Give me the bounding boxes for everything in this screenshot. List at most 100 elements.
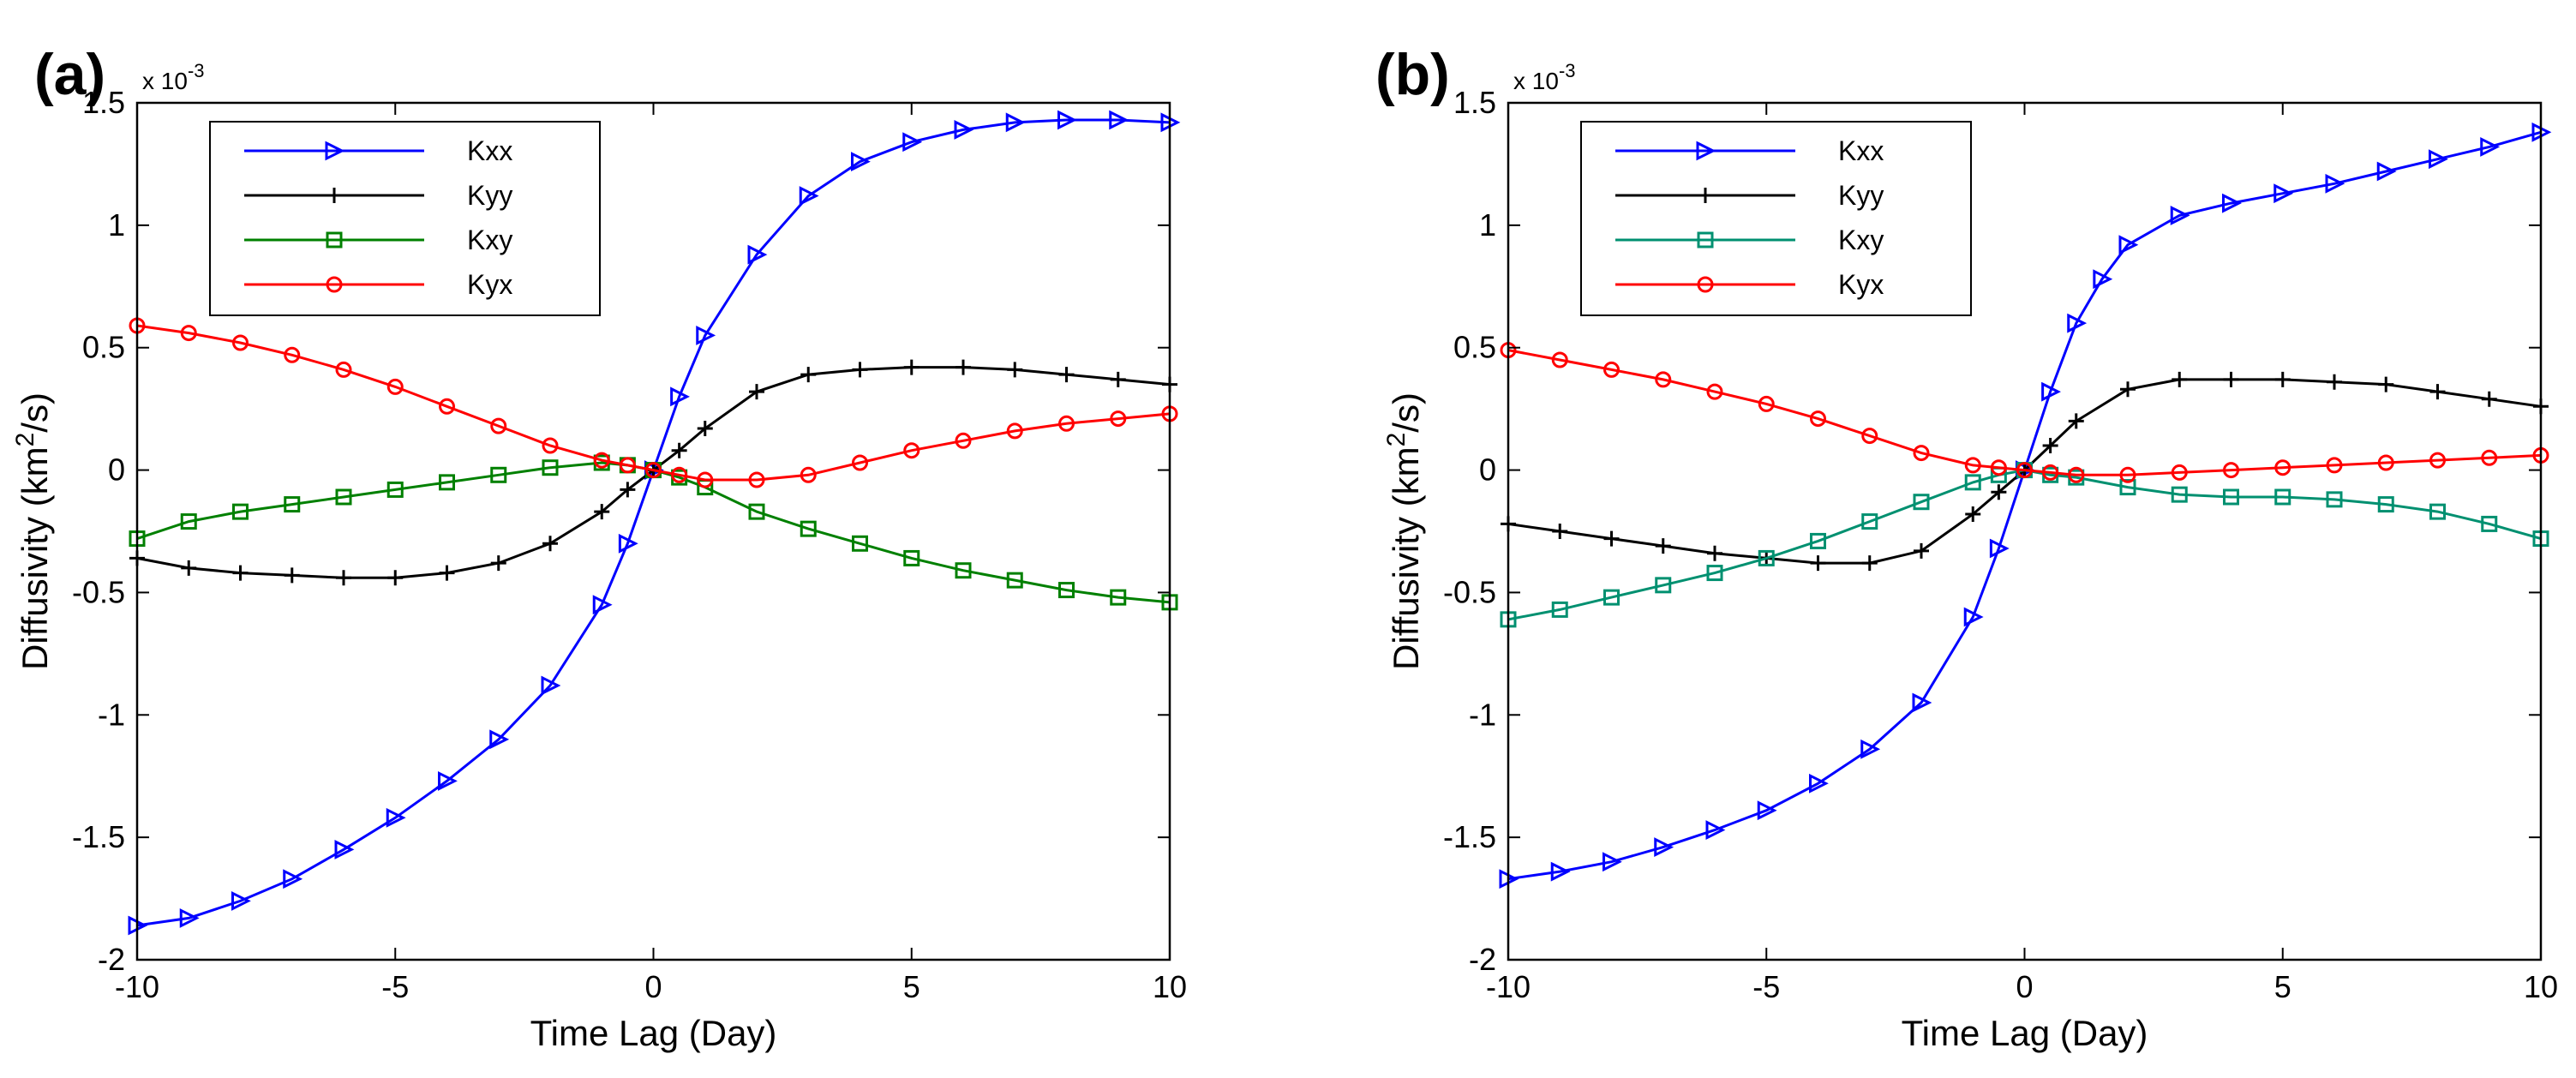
x-tick-label: 0 bbox=[644, 969, 662, 1004]
data-point-kyx bbox=[2223, 462, 2239, 479]
data-point-kxx bbox=[541, 675, 561, 696]
data-point-kxx bbox=[334, 840, 355, 859]
y-tick-label: 0 bbox=[1479, 452, 1496, 488]
data-point-kxx bbox=[1550, 861, 1571, 882]
data-point-kyy bbox=[1861, 555, 1878, 572]
data-point-kyx bbox=[2326, 457, 2343, 474]
x-axis-label: Time Lag (Day) bbox=[1902, 1013, 2148, 1053]
data-point-kyy bbox=[594, 504, 610, 520]
data-point-kxy bbox=[490, 466, 507, 483]
data-point-kxx bbox=[1654, 837, 1674, 857]
data-point-kyy bbox=[542, 536, 558, 552]
data-point-kxx bbox=[2429, 149, 2448, 170]
data-point-kxy bbox=[542, 459, 559, 476]
legend-label: Kxx bbox=[467, 135, 512, 166]
data-point-kxy bbox=[1964, 474, 1981, 491]
data-point-kxy bbox=[2274, 488, 2291, 506]
data-point-kyx bbox=[1990, 459, 2007, 476]
legend-marker bbox=[326, 276, 343, 293]
data-point-kyx bbox=[1964, 457, 1981, 474]
data-point-kxx bbox=[592, 595, 613, 615]
data-point-kxy bbox=[800, 520, 817, 537]
legend-marker bbox=[326, 231, 343, 249]
data-point-kxy bbox=[2377, 496, 2394, 513]
y-tick-label: -0.5 bbox=[1443, 574, 1496, 609]
data-point-kyy bbox=[749, 384, 764, 400]
data-point-kxx bbox=[1860, 739, 1881, 759]
data-point-kyx bbox=[619, 457, 636, 474]
series-kxy bbox=[129, 454, 1178, 611]
legend-label: Kyy bbox=[467, 180, 512, 211]
data-point-kyy bbox=[284, 567, 300, 584]
x-tick-label: 0 bbox=[2016, 969, 2033, 1004]
data-point-kxx bbox=[1963, 607, 1984, 627]
data-point-kyx bbox=[852, 454, 868, 471]
y-tick-label: 1 bbox=[108, 207, 125, 243]
data-point-kyx bbox=[542, 437, 559, 454]
data-point-kxy bbox=[1110, 589, 1127, 606]
data-point-kxx bbox=[954, 120, 974, 140]
data-point-kyx bbox=[180, 325, 197, 342]
data-point-kxx bbox=[2325, 173, 2345, 194]
data-point-kyy bbox=[2120, 381, 2136, 398]
data-point-kxx bbox=[1005, 112, 1026, 133]
x-tick-label: -5 bbox=[381, 969, 409, 1004]
data-point-kxy bbox=[2481, 515, 2498, 532]
legend-label: Kyx bbox=[467, 269, 512, 300]
legend-box bbox=[209, 121, 601, 316]
chart-panel-1: (b) x 10-3 -10 -5 0 5 10 -2 -1.5 -1 -0.5 0 0.5 1 1.5 Ti… bbox=[1375, 42, 2558, 1053]
data-point-kyx bbox=[2274, 459, 2291, 476]
data-point-kyx bbox=[2119, 466, 2136, 483]
data-point-kxx bbox=[851, 152, 871, 171]
data-point-kyy bbox=[697, 421, 713, 436]
data-point-kxy bbox=[439, 474, 455, 491]
x-tick-label: -5 bbox=[1752, 969, 1780, 1004]
data-point-kyx bbox=[955, 432, 972, 449]
data-point-kxy bbox=[852, 535, 868, 552]
y-tick-label: -2 bbox=[98, 942, 125, 977]
data-point-kyy bbox=[2042, 438, 2058, 453]
data-point-kxy bbox=[335, 488, 352, 506]
data-point-kxx bbox=[2480, 137, 2501, 157]
legend-entry-kyx: Kyx bbox=[1615, 269, 1884, 300]
data-point-kyy bbox=[1965, 506, 1981, 522]
data-point-kyy bbox=[1552, 524, 1568, 539]
data-point-kyx bbox=[284, 346, 301, 363]
data-point-kyy bbox=[181, 560, 197, 576]
data-point-kxx bbox=[2376, 161, 2397, 182]
data-point-kxx bbox=[1757, 800, 1777, 821]
data-point-kxx bbox=[2067, 313, 2088, 333]
data-point-kyy bbox=[903, 359, 920, 375]
data-point-kyx bbox=[1655, 371, 1672, 388]
data-point-kyy bbox=[1707, 545, 1722, 561]
legend-marker bbox=[1698, 188, 1713, 203]
data-point-kxy bbox=[1913, 494, 1930, 511]
y-tick-label: -1.5 bbox=[1443, 819, 1496, 854]
y-axis-label: Diffusivity (km2/s) bbox=[11, 392, 55, 670]
y-tick-label: 1.5 bbox=[82, 85, 125, 120]
data-point-kyx bbox=[2171, 464, 2188, 481]
data-point-kyx bbox=[1810, 410, 1826, 428]
data-point-kxx bbox=[2170, 206, 2190, 225]
data-point-kxx bbox=[1057, 110, 1077, 130]
y-tick-label: 1.5 bbox=[1453, 85, 1496, 120]
data-point-kxy bbox=[1655, 577, 1672, 594]
data-point-kxy bbox=[2326, 491, 2343, 508]
series-kyy bbox=[129, 359, 1177, 586]
x-tick-label: 5 bbox=[2274, 969, 2291, 1004]
legend-marker bbox=[326, 188, 342, 203]
legend-entry-kyx: Kyx bbox=[244, 269, 512, 300]
data-point-kyx bbox=[903, 442, 920, 459]
data-point-kxy bbox=[1810, 532, 1826, 549]
data-point-kyy bbox=[387, 570, 404, 586]
data-point-kyx bbox=[2429, 452, 2446, 469]
data-point-kxx bbox=[2222, 193, 2242, 213]
panel-label: (b) bbox=[1375, 42, 1450, 107]
legend-label: Kyx bbox=[1838, 269, 1884, 300]
data-point-kyx bbox=[1058, 415, 1075, 432]
data-point-kxx bbox=[179, 908, 200, 928]
data-point-kyx bbox=[232, 334, 249, 351]
data-point-kxy bbox=[2119, 479, 2136, 496]
data-point-kxy bbox=[1603, 589, 1620, 606]
